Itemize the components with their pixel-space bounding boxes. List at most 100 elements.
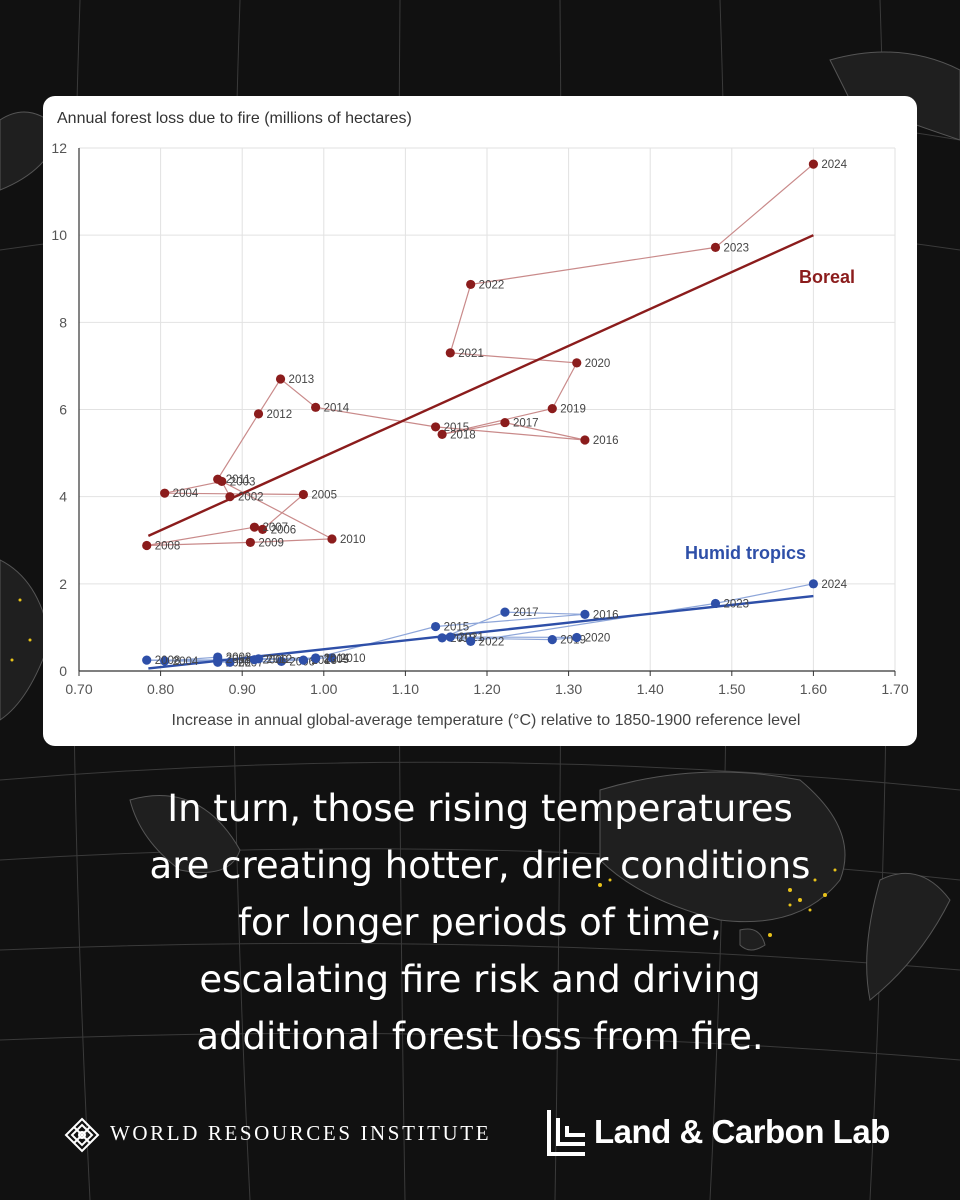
caption-line: In turn, those rising temperatures bbox=[167, 787, 793, 830]
data-point bbox=[547, 635, 557, 645]
data-point bbox=[466, 636, 476, 646]
data-point bbox=[311, 653, 321, 663]
x-tick-label: 1.20 bbox=[473, 681, 500, 697]
x-tick-label: 1.50 bbox=[718, 681, 745, 697]
data-label: 2023 bbox=[723, 598, 749, 610]
data-point bbox=[276, 656, 286, 667]
data-point bbox=[258, 524, 268, 534]
data-point bbox=[142, 655, 152, 665]
data-label: 2016 bbox=[593, 435, 619, 447]
data-point bbox=[249, 522, 260, 532]
data-label: 2022 bbox=[479, 279, 505, 291]
data-label: 2004 bbox=[173, 656, 199, 668]
caption-line: escalating fire risk and driving bbox=[199, 958, 761, 1001]
data-label: 2007 bbox=[262, 522, 288, 534]
data-point bbox=[213, 654, 223, 664]
data-label: 2009 bbox=[258, 537, 284, 549]
x-tick-label: 1.30 bbox=[555, 681, 582, 697]
data-label: 2020 bbox=[585, 358, 611, 370]
data-label: 2014 bbox=[324, 402, 350, 414]
data-label: 2005 bbox=[311, 489, 337, 501]
data-point bbox=[500, 607, 510, 617]
x-tick-label: 1.40 bbox=[637, 681, 664, 697]
data-label: 2024 bbox=[821, 579, 847, 591]
data-point bbox=[275, 374, 286, 384]
data-point bbox=[580, 609, 590, 619]
data-label: 2022 bbox=[479, 636, 505, 648]
data-point bbox=[213, 474, 223, 484]
data-point bbox=[245, 537, 255, 548]
data-label: 2015 bbox=[444, 422, 470, 434]
data-point bbox=[142, 540, 152, 551]
caption-line: additional forest loss from fire. bbox=[196, 1015, 764, 1058]
series-path bbox=[146, 583, 814, 663]
series-humid-tropics: 2002200320042005200620072008200920102011… bbox=[142, 579, 848, 670]
x-tick-label: 0.80 bbox=[147, 681, 174, 697]
data-label: 2017 bbox=[513, 418, 539, 430]
data-label: 2011 bbox=[226, 654, 251, 666]
data-point bbox=[572, 632, 582, 643]
data-point bbox=[225, 492, 235, 502]
data-point bbox=[311, 402, 321, 412]
data-point bbox=[547, 404, 557, 414]
chart-card: Annual forest loss due to fire (millions… bbox=[43, 96, 917, 746]
data-label: 2008 bbox=[155, 655, 181, 667]
x-tick-label: 1.70 bbox=[881, 681, 908, 697]
data-point bbox=[710, 598, 721, 609]
wri-name: WORLD RESOURCES INSTITUTE bbox=[110, 1121, 492, 1145]
data-point bbox=[500, 417, 510, 428]
data-label: 2003 bbox=[230, 476, 256, 488]
x-axis-label: Increase in annual global-average temper… bbox=[172, 712, 801, 729]
data-label: 2024 bbox=[821, 159, 847, 171]
data-point bbox=[327, 653, 337, 663]
data-point bbox=[437, 633, 447, 643]
y-tick-label: 4 bbox=[59, 489, 67, 505]
data-label: 2004 bbox=[173, 488, 199, 500]
chart-title: Annual forest loss due to fire (millions… bbox=[57, 110, 412, 127]
data-point bbox=[430, 621, 441, 632]
y-tick-label: 0 bbox=[59, 663, 67, 679]
data-label: 2006 bbox=[271, 524, 297, 536]
y-tick-label: 6 bbox=[59, 402, 67, 418]
data-point bbox=[253, 654, 264, 664]
y-tick-label: 10 bbox=[51, 227, 67, 243]
data-point bbox=[298, 489, 308, 500]
data-label: 2012 bbox=[267, 654, 293, 666]
legend-humid-tropics: Humid tropics bbox=[685, 543, 806, 563]
data-point bbox=[808, 159, 819, 169]
data-label: 2010 bbox=[340, 653, 366, 665]
data-label: 2012 bbox=[267, 409, 293, 421]
data-label: 2011 bbox=[226, 474, 251, 486]
caption-line: are creating hotter, drier conditions bbox=[149, 844, 811, 887]
data-point bbox=[327, 534, 337, 544]
data-point bbox=[466, 279, 476, 290]
y-tick-label: 8 bbox=[59, 314, 67, 330]
data-label: 2016 bbox=[593, 609, 619, 621]
data-label: 2015 bbox=[444, 622, 470, 634]
data-point bbox=[710, 242, 721, 252]
data-point bbox=[445, 348, 455, 358]
legend-boreal: Boreal bbox=[799, 267, 855, 287]
data-point bbox=[430, 422, 441, 432]
data-point bbox=[437, 429, 447, 439]
wri-knot-logo-icon bbox=[64, 1117, 100, 1153]
data-point bbox=[445, 632, 455, 642]
data-point bbox=[160, 656, 170, 666]
data-label: 2019 bbox=[560, 404, 586, 416]
data-label: 2017 bbox=[513, 607, 539, 619]
y-tick-label: 2 bbox=[59, 576, 67, 592]
data-point bbox=[572, 358, 582, 368]
lcl-bracket-logo-icon bbox=[547, 1110, 585, 1156]
x-tick-label: 0.90 bbox=[229, 681, 256, 697]
y-tick-label: 12 bbox=[51, 140, 67, 156]
x-tick-label: 1.10 bbox=[392, 681, 419, 697]
data-point bbox=[808, 579, 819, 589]
data-point bbox=[225, 657, 235, 667]
data-label: 2014 bbox=[324, 653, 350, 665]
lcl-name: Land & Carbon Lab bbox=[594, 1113, 890, 1150]
data-label: 2018 bbox=[450, 429, 476, 441]
data-label: 2013 bbox=[289, 374, 315, 386]
fire-loss-scatter-chart: Annual forest loss due to fire (millions… bbox=[51, 110, 908, 729]
data-point bbox=[298, 655, 308, 665]
